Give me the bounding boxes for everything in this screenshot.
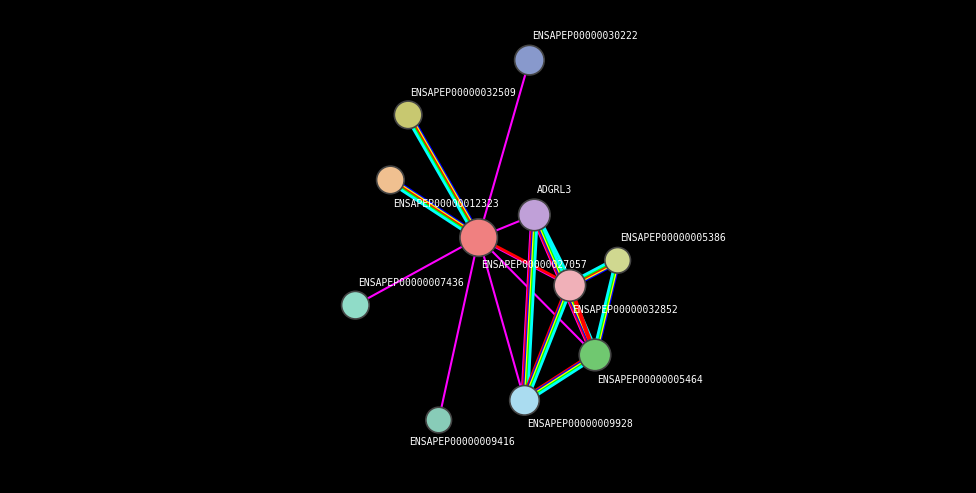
Circle shape xyxy=(554,270,586,301)
Text: ENSAPEP00000009928: ENSAPEP00000009928 xyxy=(527,419,632,429)
Circle shape xyxy=(460,219,498,256)
Text: ENSAPEP00000012323: ENSAPEP00000012323 xyxy=(393,199,499,209)
Circle shape xyxy=(377,166,404,194)
Circle shape xyxy=(342,291,369,319)
Circle shape xyxy=(514,45,545,75)
Text: ADGRL3: ADGRL3 xyxy=(537,185,572,195)
Text: ENSAPEP00000032852: ENSAPEP00000032852 xyxy=(572,305,678,315)
Circle shape xyxy=(509,386,540,415)
Text: ENSAPEP00000007436: ENSAPEP00000007436 xyxy=(358,278,464,288)
Circle shape xyxy=(605,247,630,273)
Circle shape xyxy=(426,407,452,433)
Text: ENSAPEP00000005386: ENSAPEP00000005386 xyxy=(620,233,726,243)
Text: ENSAPEP00000009416: ENSAPEP00000009416 xyxy=(409,437,515,447)
Text: ENSAPEP00000030222: ENSAPEP00000030222 xyxy=(532,32,637,41)
Circle shape xyxy=(518,199,550,231)
Text: ENSAPEP00000005464: ENSAPEP00000005464 xyxy=(597,375,703,385)
Circle shape xyxy=(579,339,611,371)
Circle shape xyxy=(394,101,422,129)
Text: ENSAPEP00000032509: ENSAPEP00000032509 xyxy=(411,88,516,98)
Text: ENSAPEP00000027057: ENSAPEP00000027057 xyxy=(481,260,587,270)
